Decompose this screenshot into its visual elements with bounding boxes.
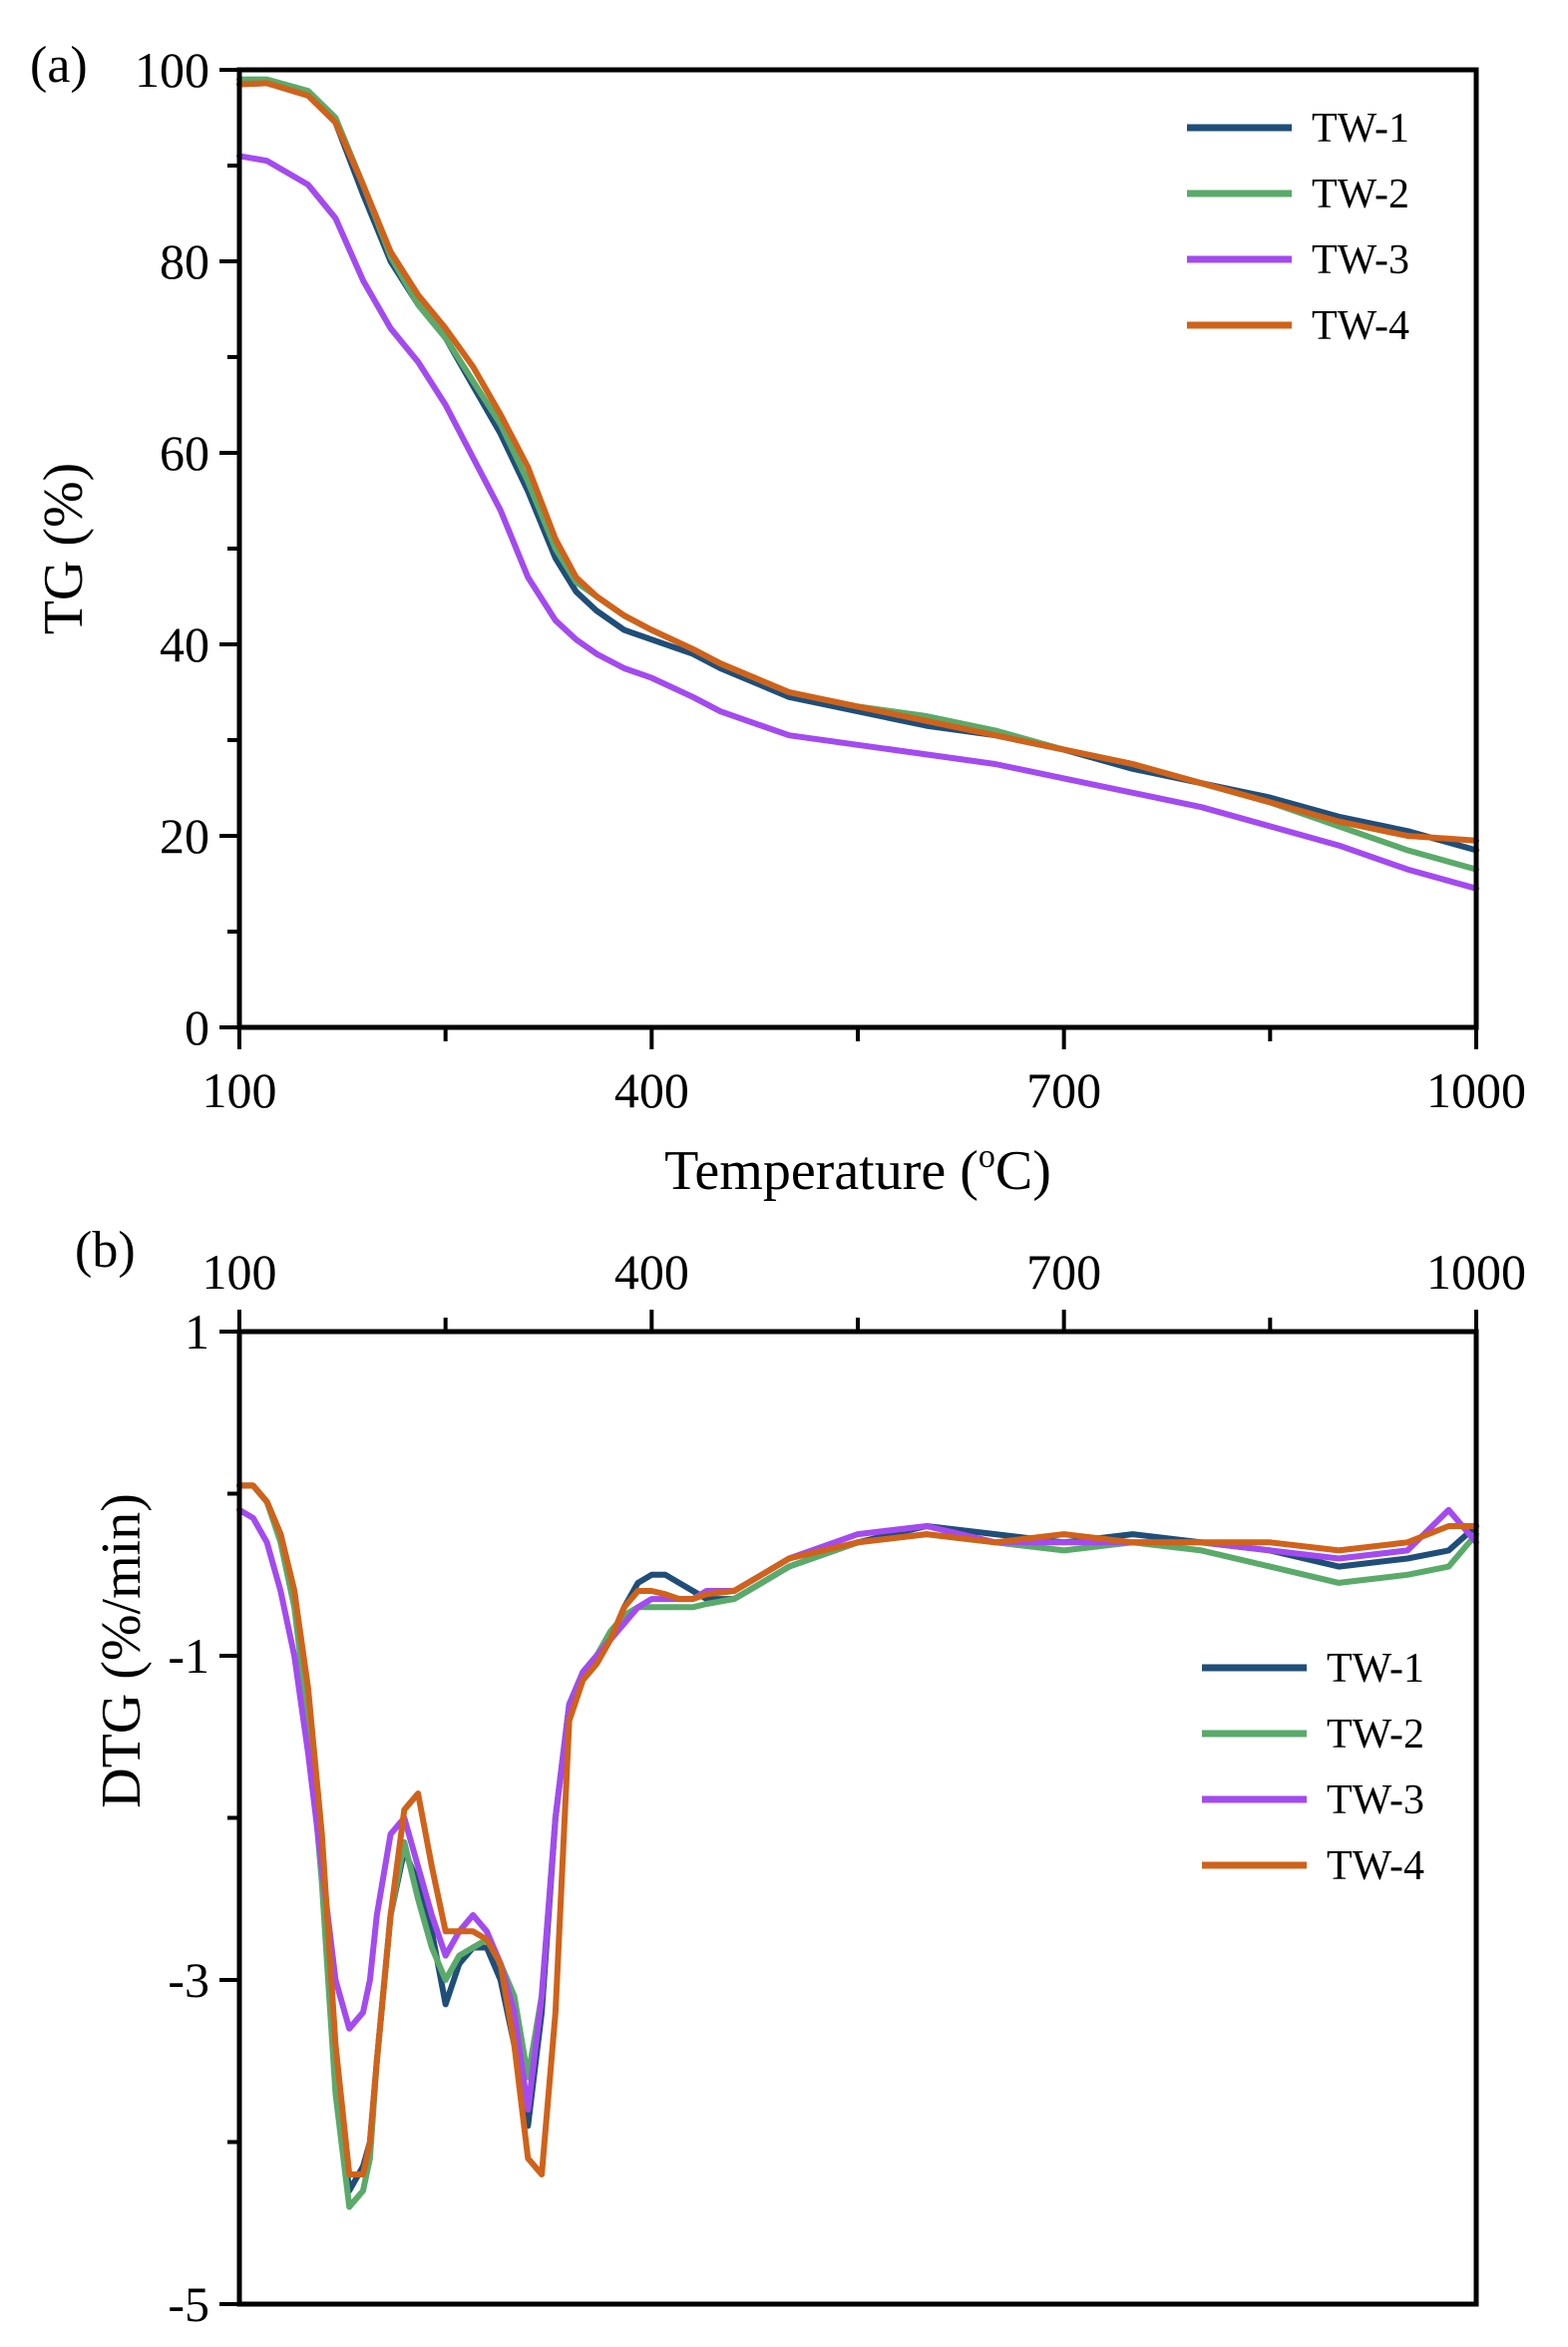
- tg-y-tick-labels: 0 20 40 60 80 100: [135, 42, 209, 1055]
- dtg-y-tick-label: -3: [168, 1952, 209, 2008]
- dtg-legend-label-tw-2: TW-2: [1327, 1712, 1424, 1758]
- tg-y-tick-label: 0: [185, 999, 209, 1055]
- tg-x-axis-title: Temperature (oC): [664, 1138, 1051, 1202]
- dtg-x-tick-label: 700: [1026, 1244, 1101, 1300]
- dtg-y-tick-label: 1: [185, 1304, 209, 1360]
- dtg-x-tick-label: 1000: [1426, 1244, 1526, 1300]
- tg-legend-label-tw-1: TW-1: [1312, 106, 1409, 152]
- tg-y-tick-label: 80: [160, 233, 209, 289]
- dtg-legend-label-tw-4: TW-4: [1327, 1843, 1424, 1889]
- tg-series-line-tw-4: [236, 80, 1479, 844]
- tg-x-tick-label: 400: [614, 1062, 689, 1118]
- dtg-y-tick-label: -5: [168, 2276, 209, 2332]
- dtg-y-axis-title: DTG (%/min): [91, 1493, 153, 1808]
- tg-x-tick-label: 700: [1026, 1062, 1101, 1118]
- tg-series-line-tw-1: [236, 80, 1479, 854]
- panel-b: (b) 100 400 700 1000 1 -1 -3 -5 DTG (%/min) TW…: [75, 1222, 1526, 2332]
- tg-y-tick-label: 40: [160, 616, 209, 672]
- tg-series-lines: [236, 76, 1479, 892]
- tg-y-axis-title: TG (%): [33, 463, 95, 635]
- dtg-series-lines: [236, 1482, 1479, 2210]
- dtg-x-tick-label: 100: [202, 1244, 277, 1300]
- tg-y-tick-label: 100: [135, 42, 209, 98]
- tg-series-line-tw-3: [236, 153, 1479, 892]
- dtg-series-line-tw-4: [236, 1482, 1479, 2177]
- dtg-legend: TW-1 TW-2 TW-3 TW-4: [1202, 1646, 1424, 1889]
- tg-legend: TW-1 TW-2 TW-3 TW-4: [1187, 106, 1409, 349]
- tg-series-line-tw-2: [236, 76, 1479, 873]
- tg-x-tick-labels: 100 400 700 1000: [202, 1062, 1527, 1118]
- dtg-series-line-tw-2: [236, 1482, 1479, 2210]
- dtg-y-tick-labels: 1 -1 -3 -5: [168, 1304, 209, 2332]
- tg-legend-label-tw-2: TW-2: [1312, 172, 1409, 217]
- panel-a: (a) 100 400 700 1000 0 20 40 60 80 100 Temperatu…: [30, 37, 1526, 1202]
- panel-a-label: (a): [30, 37, 88, 94]
- dtg-x-tick-label: 400: [614, 1244, 689, 1300]
- tg-ticks: [219, 68, 1478, 1049]
- tg-plot-frame: [236, 67, 1479, 1030]
- tg-x-axis-title-main: Temperature (: [664, 1140, 979, 1202]
- tg-legend-label-tw-4: TW-4: [1312, 303, 1409, 349]
- tg-y-tick-label: 60: [160, 425, 209, 481]
- tg-legend-label-tw-3: TW-3: [1312, 237, 1409, 283]
- dtg-legend-label-tw-1: TW-1: [1327, 1646, 1424, 1692]
- dtg-legend-label-tw-3: TW-3: [1327, 1777, 1424, 1823]
- tg-x-axis-title-end: C): [995, 1140, 1051, 1202]
- dtg-series-line-tw-3: [236, 1506, 1479, 2113]
- tg-x-axis-title-sup: o: [979, 1138, 995, 1175]
- panel-b-label: (b): [75, 1222, 136, 1279]
- tg-x-tick-label: 100: [202, 1062, 277, 1118]
- tg-x-tick-label: 1000: [1426, 1062, 1526, 1118]
- tg-y-tick-label: 20: [160, 808, 209, 864]
- dtg-y-tick-label: -1: [168, 1628, 209, 1684]
- dtg-ticks: [219, 1310, 1478, 2306]
- dtg-x-tick-labels: 100 400 700 1000: [202, 1244, 1527, 1300]
